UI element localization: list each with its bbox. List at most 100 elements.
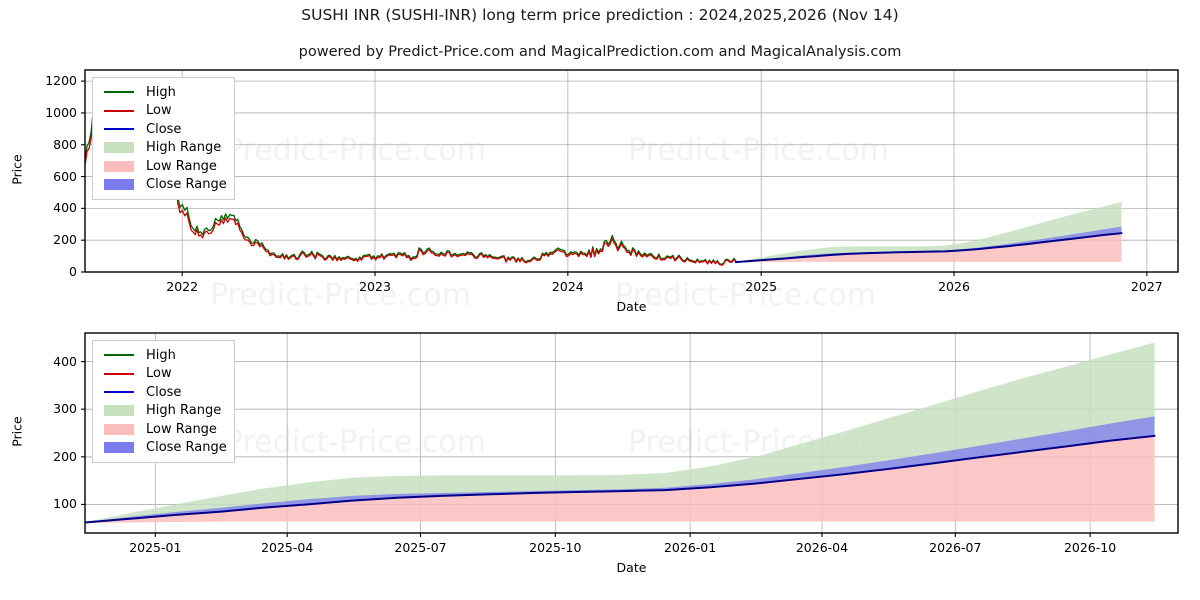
legend-line-icon [104, 128, 134, 131]
x-tick-label: 2025-01 [129, 540, 182, 555]
legend-item[interactable]: Close [99, 383, 227, 402]
legend-item[interactable]: High [99, 346, 227, 365]
data-layer [85, 342, 1156, 524]
legend-item[interactable]: Close Range [99, 439, 227, 458]
x-tick-label: 2026-07 [929, 540, 982, 555]
watermark-text: Predict-Price.com [628, 133, 889, 168]
y-tick-label: 800 [53, 136, 77, 152]
legend-swatch [99, 142, 139, 154]
legend-swatch [99, 391, 139, 394]
legend-patch-icon [104, 423, 134, 435]
chart-legend[interactable]: High Low Close High Range Low Range Close Ran… [92, 340, 235, 463]
legend-item[interactable]: Low [99, 102, 227, 121]
x-tick-label: 2025-10 [529, 540, 582, 555]
legend-item-label: Low Range [146, 421, 217, 437]
band-close-range [85, 416, 1155, 523]
x-tick-label: 2027 [1130, 279, 1163, 294]
y-tick-label: 1000 [45, 104, 77, 120]
page-title: SUSHI INR (SUSHI-INR) long term price pr… [301, 6, 899, 24]
legend-swatch [99, 128, 139, 131]
legend-patch-icon [104, 405, 134, 417]
legend-item-label: Low Range [146, 158, 217, 174]
watermark-text: Predict-Price.com [210, 278, 471, 313]
legend-line-icon [104, 372, 134, 375]
legend-item-label: High [146, 84, 176, 100]
legend-item[interactable]: High [99, 83, 227, 102]
legend-swatch [99, 423, 139, 435]
chart-legend[interactable]: High Low Close High Range Low Range Close Ran… [92, 77, 235, 200]
y-tick-label: 100 [53, 496, 77, 512]
y-tick-label: 1200 [45, 73, 77, 89]
legend-item[interactable]: Close [99, 120, 227, 139]
legend-line-icon [104, 354, 134, 357]
y-tick-label: 300 [53, 401, 77, 417]
tick-marks [81, 80, 1148, 276]
legend-swatch [99, 405, 139, 417]
x-tick-label: 2026-10 [1063, 540, 1117, 555]
legend-item-label: High [146, 347, 176, 363]
plot-frame [84, 69, 1179, 273]
legend-swatch [99, 442, 139, 454]
watermark-text: Predict-Price.com [225, 133, 486, 168]
legend-item-label: High Range [146, 403, 222, 419]
legend-item[interactable]: Close Range [99, 176, 227, 195]
legend-item[interactable]: High Range [99, 139, 227, 158]
x-axis-label: Date [616, 560, 647, 575]
legend-line-icon [104, 391, 134, 394]
legend-item-label: Low [146, 366, 172, 382]
band-close-range [735, 226, 1122, 263]
watermark-text: Predict-Price.com [615, 278, 876, 313]
y-tick-label: 200 [53, 448, 77, 464]
x-tick-label: 2026 [938, 279, 970, 294]
legend-patch-icon [104, 179, 134, 191]
legend-item-label: Close Range [146, 440, 227, 456]
y-axis-label: Price [9, 416, 25, 447]
x-tick-label: 2025-04 [261, 540, 314, 555]
legend-item-label: High Range [146, 140, 222, 156]
data-layer [85, 88, 1123, 266]
y-tick-label: 400 [53, 353, 77, 369]
line-low [85, 96, 737, 266]
x-tick-label: 2025 [745, 279, 778, 294]
watermark-text: Predict-Price.com [225, 425, 486, 460]
legend-patch-icon [104, 142, 134, 154]
x-tick-label: 2022 [166, 279, 199, 294]
legend-patch-icon [104, 442, 134, 454]
legend-line-icon [104, 91, 134, 94]
y-tick-label: 400 [53, 200, 77, 216]
legend-swatch [99, 354, 139, 357]
y-tick-label: 600 [53, 168, 77, 184]
plot-frame [84, 332, 1179, 534]
line-close [734, 232, 1123, 264]
legend-item[interactable]: Low [99, 365, 227, 384]
legend-item[interactable]: Low Range [99, 157, 227, 176]
legend-item[interactable]: Low Range [99, 420, 227, 439]
legend-swatch [99, 109, 139, 112]
legend-item-label: Close Range [146, 177, 227, 193]
legend-item-label: Close [146, 384, 182, 400]
x-axis-label: Date [616, 299, 647, 314]
x-tick-label: 2026-01 [663, 540, 717, 555]
x-tick-label: 2023 [359, 279, 391, 294]
y-tick-label: 200 [53, 232, 77, 248]
line-high [85, 88, 737, 266]
y-tick-label: 0 [69, 264, 77, 279]
band-high-range [735, 202, 1122, 263]
legend-item-label: Close [146, 121, 182, 137]
tick-marks [81, 361, 1091, 537]
legend-item-label: Low [146, 103, 172, 119]
x-tick-label: 2026-04 [795, 540, 849, 555]
legend-item[interactable]: High Range [99, 402, 227, 421]
watermark-layer: Predict-Price.com Predict-Price.com Predic… [210, 133, 889, 313]
x-tick-label: 2025-07 [394, 540, 447, 555]
legend-swatch [99, 160, 139, 172]
legend-patch-icon [104, 160, 134, 172]
x-tick-label: 2024 [551, 279, 584, 294]
page-subtitle: powered by Predict-Price.com and Magical… [298, 44, 902, 60]
legend-swatch [99, 372, 139, 375]
